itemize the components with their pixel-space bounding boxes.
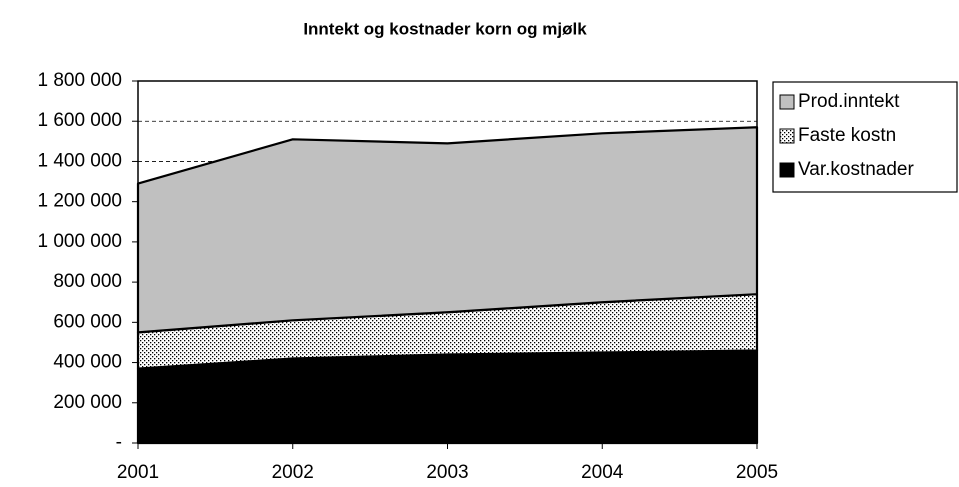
legend-swatch	[779, 162, 795, 178]
x-tick-label: 2005	[736, 462, 778, 483]
y-tick-label: 1 000 000	[37, 231, 122, 252]
y-tick-label: -	[116, 432, 122, 453]
x-tick-label: 2004	[581, 462, 624, 483]
y-tick-label: 1 200 000	[37, 191, 122, 212]
y-tick-label: 1 400 000	[37, 150, 122, 171]
y-tick-label: 800 000	[53, 271, 122, 292]
y-tick-label: 600 000	[53, 311, 122, 332]
y-tick-label: 1 600 000	[37, 110, 122, 131]
legend-box	[772, 81, 958, 193]
y-tick-label: 400 000	[53, 352, 122, 373]
area	[136, 349, 759, 445]
y-tick-label: 200 000	[53, 392, 122, 413]
x-tick-label: 2002	[272, 462, 314, 483]
legend-swatch	[779, 94, 795, 110]
legend-label: Prod.inntekt	[798, 91, 900, 112]
y-tick-label: 1 800 000	[37, 70, 122, 91]
legend-swatch	[779, 128, 795, 144]
legend-label: Var.kostnader	[798, 159, 915, 180]
chart-title: Inntekt og kostnader korn og mjølk	[303, 19, 587, 38]
x-tick-label: 2003	[426, 462, 468, 483]
x-tick-label: 2001	[117, 462, 159, 483]
legend-label: Faste kostn	[798, 125, 896, 146]
